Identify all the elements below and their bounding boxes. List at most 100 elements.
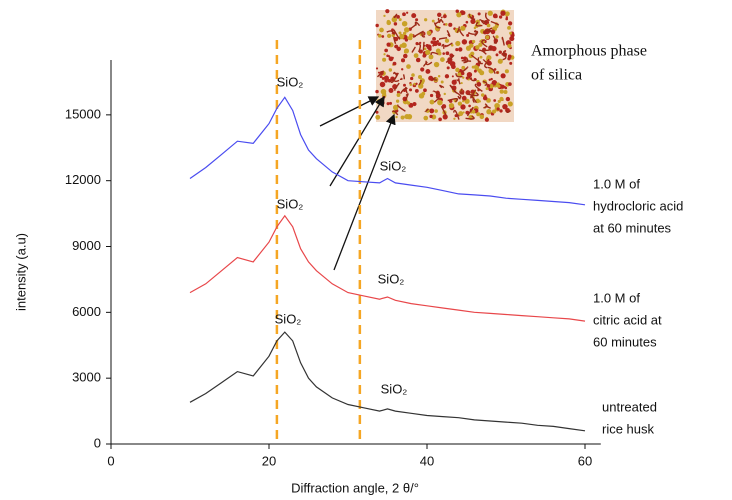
atom (382, 57, 387, 62)
atom (455, 67, 460, 73)
atom (403, 13, 406, 16)
atom (434, 109, 438, 113)
series-label: 1.0 M of (593, 176, 640, 191)
atom (486, 98, 491, 103)
series-label: at 60 minutes (593, 220, 672, 235)
atom (384, 48, 388, 53)
atom (404, 113, 410, 120)
atom (482, 95, 488, 101)
atom (497, 58, 503, 64)
atom (470, 51, 475, 56)
atom (432, 44, 435, 47)
atom (455, 47, 459, 52)
bond (404, 93, 409, 102)
atom (453, 117, 456, 120)
atom (476, 82, 482, 87)
atom (460, 82, 463, 85)
atom (432, 40, 438, 47)
atom (389, 101, 393, 105)
bond (501, 36, 505, 46)
atom (445, 51, 450, 56)
atom (507, 25, 511, 30)
atom (398, 31, 402, 35)
atom (462, 76, 465, 79)
bond (492, 35, 498, 44)
series-line (189, 331, 586, 432)
atom (462, 56, 467, 61)
atom (496, 107, 500, 111)
atom (403, 83, 406, 87)
atom (386, 42, 391, 47)
atom (406, 64, 411, 69)
bond (445, 54, 455, 64)
atom (489, 84, 494, 89)
atom (440, 80, 444, 84)
bond (418, 79, 422, 86)
series-line (189, 214, 586, 322)
atom (407, 36, 411, 40)
atom (386, 19, 391, 24)
atom (460, 25, 466, 31)
peak-annotation: SiO₂ (277, 196, 304, 211)
bond (471, 89, 477, 99)
atom (392, 104, 399, 111)
atom (450, 43, 454, 47)
atom (508, 102, 512, 106)
atom (458, 111, 464, 117)
bond (456, 26, 460, 34)
bond (483, 103, 488, 109)
atom (430, 40, 434, 44)
atom (429, 93, 434, 98)
bond (466, 106, 474, 117)
bond (391, 110, 399, 116)
atom (402, 31, 407, 36)
y-tick-label: 15000 (65, 106, 101, 121)
atom (461, 39, 468, 45)
series-label: 1.0 M of (593, 290, 640, 305)
atom (411, 73, 415, 77)
arrow (319, 96, 380, 127)
atom (392, 61, 397, 66)
series-label: untreated (602, 399, 657, 414)
atom (495, 35, 499, 39)
atom (429, 108, 435, 114)
atom (438, 117, 442, 122)
atom (494, 24, 499, 29)
bond (463, 58, 469, 64)
atom (503, 85, 506, 89)
atom (395, 99, 400, 103)
atom (498, 50, 502, 54)
y-tick-label: 0 (94, 435, 101, 450)
atom (484, 117, 489, 122)
inset-label: Amorphous phase (531, 43, 647, 60)
atom (493, 68, 497, 71)
bond (390, 72, 399, 83)
atom (455, 9, 459, 13)
atom (413, 53, 419, 58)
bond (470, 54, 482, 63)
atom (495, 53, 499, 57)
x-tick-label: 40 (420, 453, 434, 468)
atom (412, 102, 417, 107)
atom (498, 15, 503, 19)
atom (381, 35, 385, 38)
atom (448, 22, 453, 27)
atom (399, 44, 404, 48)
atom (444, 74, 450, 79)
bond (459, 28, 465, 37)
atom (494, 15, 498, 19)
atom (409, 83, 413, 86)
atom (497, 99, 501, 104)
atom (505, 17, 509, 21)
bond (487, 66, 496, 74)
atom (461, 10, 466, 15)
atom (396, 93, 401, 97)
arrow (329, 95, 385, 187)
atom (400, 58, 406, 63)
x-axis-label: Diffraction angle, 2 θ/° (291, 480, 419, 495)
atom (443, 23, 446, 26)
atom (502, 103, 508, 110)
bond (449, 84, 458, 94)
atom (375, 110, 379, 114)
atom (503, 90, 508, 95)
